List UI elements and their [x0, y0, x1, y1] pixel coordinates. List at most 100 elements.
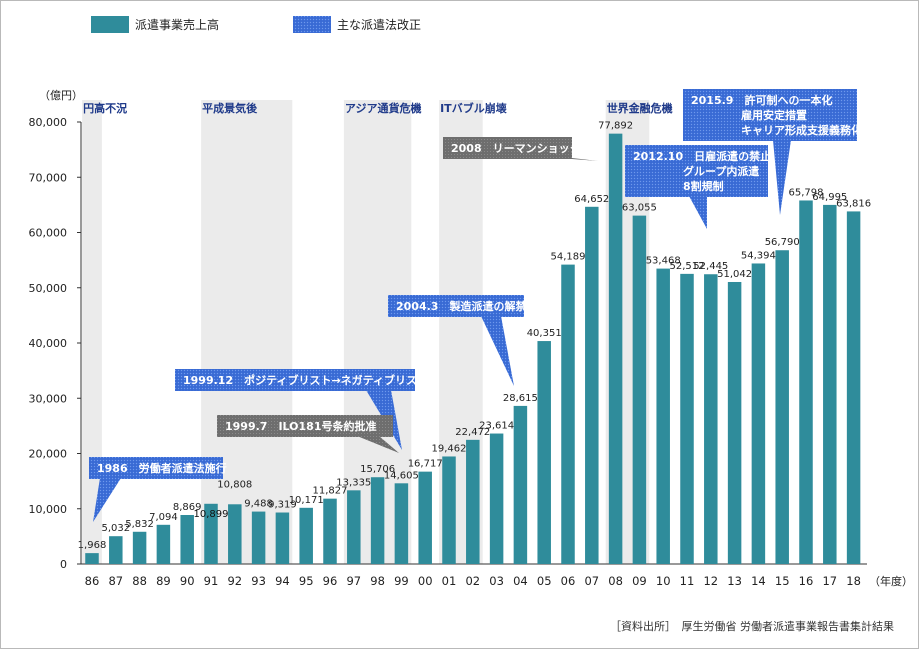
bar	[347, 490, 361, 564]
data-label: 53,468	[646, 256, 681, 267]
x-tick-label: 95	[299, 574, 314, 588]
callout-text: 1999.12 ポジティブリスト→ネガティブリスト	[183, 373, 428, 387]
bar	[656, 268, 670, 564]
x-tick-label: 07	[584, 574, 599, 588]
period-label: ITバブル崩壊	[440, 101, 508, 115]
x-tick-label: 86	[85, 574, 100, 588]
bar	[585, 206, 599, 564]
bar	[561, 264, 575, 564]
callout-box	[175, 369, 415, 391]
y-tick-label: 70,000	[29, 171, 68, 184]
data-label: 10,808	[217, 479, 252, 490]
x-tick-label: 15	[775, 574, 790, 588]
period-label: 世界金融危機	[607, 101, 673, 115]
period-label: アジア通貨危機	[345, 101, 422, 115]
data-label: 77,892	[598, 121, 633, 132]
callout-pointer	[93, 478, 121, 522]
legend-label: 派遣事業売上高	[135, 17, 219, 32]
bar	[489, 433, 504, 564]
y-unit-label: （億円）	[39, 89, 83, 102]
bar	[370, 477, 385, 564]
callout-text: 1986 労働者派遣法施行	[97, 461, 227, 475]
legend-label: 主な派遣法改正	[337, 17, 421, 32]
bar	[109, 536, 123, 564]
x-axis-suffix: （年度）	[869, 574, 913, 588]
shaded-period	[82, 100, 102, 564]
callout-pointer	[481, 316, 514, 386]
data-label: 51,042	[717, 269, 752, 280]
x-tick-label: 18	[846, 574, 861, 588]
bar	[418, 471, 432, 564]
x-tick-label: 91	[204, 574, 219, 588]
bar	[394, 483, 409, 564]
bar	[132, 531, 147, 564]
data-label: 63,816	[836, 198, 871, 209]
data-label: 28,615	[503, 393, 538, 404]
x-tick-label: 10	[656, 574, 671, 588]
x-tick-label: 90	[180, 574, 195, 588]
bar	[299, 507, 313, 564]
legend-swatch	[293, 16, 331, 33]
callout-box	[217, 415, 393, 437]
x-tick-label: 99	[394, 574, 409, 588]
bar	[323, 498, 337, 564]
callout-text: 8割規制	[683, 179, 724, 193]
data-label: 11,827	[313, 486, 348, 497]
data-label: 10,171	[289, 495, 324, 506]
bar	[466, 439, 480, 564]
data-label: 19,462	[432, 443, 467, 454]
bar	[704, 274, 718, 564]
data-label: 52,445	[693, 261, 728, 272]
data-label: 64,995	[812, 192, 847, 203]
bar	[228, 504, 242, 564]
data-label: 7,094	[149, 512, 178, 523]
x-tick-label: 89	[156, 574, 171, 588]
x-tick-label: 03	[489, 574, 504, 588]
data-label: 52,512	[670, 261, 705, 272]
bar	[156, 524, 171, 564]
callout-text: 2012.10 日雇派遣の禁止	[633, 149, 771, 163]
data-label: 5,832	[125, 519, 154, 530]
callout-text: 2015.9 許可制への一本化	[691, 93, 832, 107]
data-label: 63,055	[622, 203, 657, 214]
bar	[727, 281, 742, 564]
callout-box	[388, 295, 524, 317]
y-tick-label: 30,000	[29, 392, 68, 405]
x-tick-label: 92	[227, 574, 242, 588]
x-tick-label: 08	[608, 574, 623, 588]
callout-box	[683, 89, 857, 141]
x-tick-label: 87	[108, 574, 123, 588]
data-label: 9,319	[268, 500, 297, 511]
x-tick-label: 04	[513, 574, 528, 588]
period-label: 平成景気後	[202, 101, 258, 115]
x-tick-label: 94	[275, 574, 290, 588]
bar	[442, 456, 456, 564]
x-tick-label: 00	[418, 574, 433, 588]
callout-text: 1999.7 ILO181号条約批准	[225, 419, 376, 433]
data-label: 5,032	[101, 523, 130, 534]
x-tick-label: 01	[442, 574, 457, 588]
legend-swatch	[91, 16, 129, 33]
bar	[537, 341, 551, 564]
bar	[632, 215, 647, 564]
data-label: 1,968	[78, 540, 107, 551]
data-label: 56,790	[765, 237, 800, 248]
bar	[513, 405, 528, 564]
callout-text: 雇用安定措置	[741, 108, 807, 122]
x-tick-label: 06	[561, 574, 576, 588]
data-label: 22,472	[455, 427, 490, 438]
y-tick-label: 50,000	[29, 282, 68, 295]
callout-text: キャリア形成支援義務化	[741, 123, 862, 137]
data-label: 13,335	[336, 477, 371, 488]
x-tick-label: 13	[727, 574, 742, 588]
data-label: 54,189	[551, 252, 586, 263]
data-label: 14,605	[384, 470, 419, 481]
bar	[204, 503, 218, 564]
y-tick-label: 20,000	[29, 448, 68, 461]
y-tick-label: 40,000	[29, 337, 68, 350]
bar	[799, 200, 813, 564]
data-label: 8,869	[173, 502, 202, 513]
callout-box	[443, 137, 572, 159]
